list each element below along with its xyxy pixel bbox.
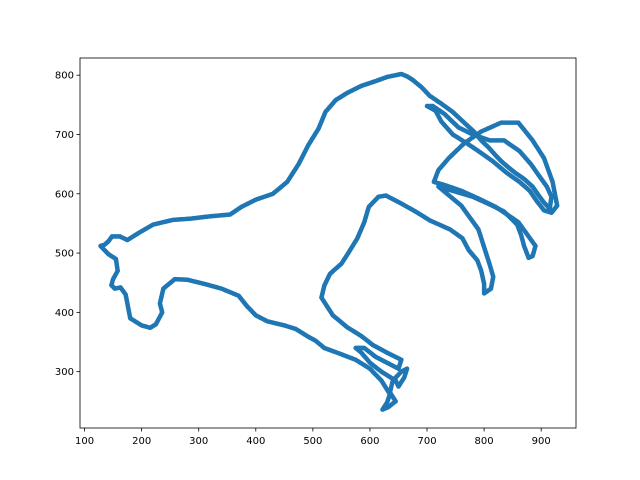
x-tick-label: 600: [360, 436, 379, 447]
x-tick-label: 400: [246, 436, 265, 447]
x-tick-label: 900: [532, 436, 551, 447]
y-tick-label: 700: [55, 130, 74, 141]
tick-layer: 100 200 300 400 500 600 700 800 900 300 400 500 600 7…: [55, 71, 551, 447]
x-tick-label: 500: [303, 436, 322, 447]
data-point-trace: [400, 72, 406, 77]
series-layer: [98, 71, 560, 412]
y-tick-label: 800: [55, 71, 74, 82]
x-tick-label: 700: [417, 436, 436, 447]
x-tick-label: 100: [75, 436, 94, 447]
plot-frame: [79, 57, 577, 429]
x-tick-label: 300: [189, 436, 208, 447]
x-tick-label: 200: [132, 436, 151, 447]
y-tick-label: 300: [55, 367, 74, 378]
plot-area: [80, 58, 576, 428]
y-tick-label: 600: [55, 189, 74, 200]
y-tick-label: 400: [55, 308, 74, 319]
y-tick-label: 500: [55, 249, 74, 260]
x-tick-label: 800: [475, 436, 494, 447]
